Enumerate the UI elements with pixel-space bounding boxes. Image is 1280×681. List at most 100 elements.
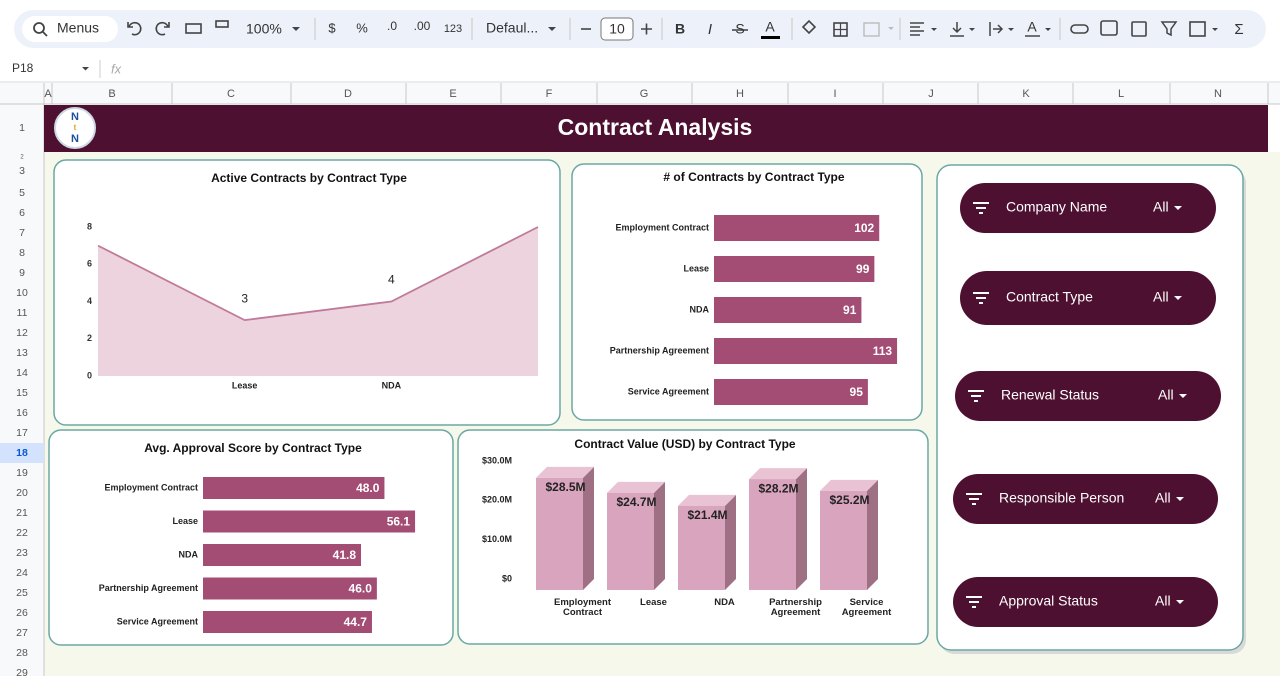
data-label: 95 [850, 385, 864, 399]
paint-format-button[interactable] [215, 20, 229, 28]
y-tick-label: $0 [502, 573, 512, 583]
slicer-value[interactable]: All [1158, 387, 1174, 403]
text-rotation-button[interactable]: A [1027, 19, 1037, 35]
merge-button[interactable] [863, 22, 880, 37]
strikethrough-button[interactable]: S [735, 21, 744, 37]
font-size-box[interactable] [600, 17, 634, 41]
row-header: 21 [16, 507, 28, 519]
percent-button[interactable]: % [356, 20, 368, 35]
data-label: 91 [843, 303, 857, 317]
bar-side [583, 466, 594, 590]
functions-button[interactable]: Σ [1234, 21, 1243, 38]
wrap-button[interactable] [989, 22, 1004, 36]
y-tick-label: 4 [87, 296, 92, 306]
data-label: 44.7 [344, 615, 368, 629]
y-tick-label: $10.0M [482, 534, 512, 544]
table-button[interactable] [1189, 21, 1206, 37]
area-fill [98, 227, 538, 376]
row-header: 16 [16, 407, 28, 419]
x-tick-label: NDA [714, 597, 735, 608]
zoom[interactable]: 100% [246, 21, 282, 37]
redo-button[interactable] [155, 21, 170, 36]
slicer-value[interactable]: All [1155, 593, 1171, 609]
font-caret[interactable] [548, 27, 556, 31]
filter-button[interactable] [1160, 21, 1178, 37]
slicer-value[interactable]: All [1153, 199, 1169, 215]
x-tick-label: Partnership Agreement [769, 597, 822, 618]
row-header: 22 [16, 527, 28, 539]
rotation-caret[interactable] [1045, 28, 1051, 31]
bar [714, 256, 875, 282]
italic-button[interactable]: I [708, 21, 712, 38]
x-tick-label: Employment Contract [553, 597, 611, 618]
table-caret[interactable] [1212, 28, 1218, 31]
row-header: 9 [19, 267, 25, 279]
slicer-button[interactable] [960, 271, 1216, 325]
increase-decimals[interactable]: .00 [414, 19, 431, 33]
column-header: B [108, 88, 115, 100]
slicer-caret [1176, 497, 1184, 501]
chart-title: # of Contracts by Contract Type [663, 170, 844, 184]
link-button[interactable] [1070, 24, 1089, 34]
bar [536, 477, 583, 590]
category-label: Employment Contract [615, 222, 709, 232]
bar [203, 544, 362, 566]
data-label: $21.4M [687, 508, 727, 522]
row-header: 10 [16, 287, 28, 299]
slicer-value[interactable]: All [1155, 490, 1171, 506]
bold-button[interactable]: B [675, 21, 685, 37]
logo-letter: t [74, 123, 77, 132]
slicer-label: Renewal Status [1001, 387, 1099, 403]
chart-button[interactable] [1131, 21, 1147, 37]
search-label[interactable]: Menus [57, 20, 99, 36]
slicer-value[interactable]: All [1153, 289, 1169, 305]
row-header: 14 [16, 367, 28, 379]
font-select[interactable]: Defaul... [486, 20, 538, 36]
row-header: 28 [16, 647, 28, 659]
row-header: 20 [16, 487, 28, 499]
data-label: 46.0 [349, 582, 373, 596]
slicer-filter-icon [973, 202, 989, 214]
bar-top [820, 479, 878, 491]
data-label: $24.7M [616, 495, 656, 509]
slicer-filter-icon [968, 390, 984, 402]
name-box[interactable]: P18 [12, 61, 34, 75]
data-label: 56.1 [387, 515, 411, 529]
slicer-button[interactable] [960, 183, 1216, 233]
logo-letter: N [71, 111, 79, 123]
data-label: 48.0 [356, 481, 380, 495]
slicer-button[interactable] [955, 371, 1221, 421]
zoom-caret[interactable] [292, 27, 300, 31]
print-button[interactable] [185, 23, 202, 34]
font-size[interactable]: 10 [609, 21, 625, 37]
y-tick-label: $20.0M [482, 495, 512, 505]
font-size-increase[interactable] [641, 23, 652, 35]
currency-button[interactable]: $ [328, 20, 336, 35]
merge-caret[interactable] [888, 27, 894, 30]
slicer-filter-icon [966, 596, 982, 608]
valign-caret[interactable] [969, 28, 975, 31]
wrap-caret[interactable] [1008, 28, 1014, 31]
category-label: Employment Contract [104, 482, 198, 492]
toolbar [14, 10, 1266, 48]
slicer-button[interactable] [953, 577, 1218, 627]
logo-letter: N [71, 133, 79, 145]
valign-button[interactable] [950, 22, 964, 37]
undo-button[interactable] [127, 21, 142, 36]
slicer-button[interactable] [953, 474, 1218, 524]
decrease-decimals[interactable]: .0 [387, 19, 397, 33]
logo [54, 107, 96, 149]
comment-button[interactable] [1100, 20, 1118, 36]
row-header-selected [0, 443, 44, 463]
fill-color-button[interactable] [801, 19, 817, 35]
row-header: 18 [16, 447, 28, 459]
row-header: 29 [16, 667, 28, 676]
text-color-button[interactable]: A [765, 19, 775, 35]
align-button[interactable] [910, 22, 924, 36]
row-header: 5 [19, 187, 25, 199]
data-label: 41.8 [333, 548, 357, 562]
align-caret[interactable] [931, 28, 937, 31]
name-box-caret[interactable] [82, 67, 89, 71]
more-formats[interactable]: 123 [444, 23, 462, 35]
